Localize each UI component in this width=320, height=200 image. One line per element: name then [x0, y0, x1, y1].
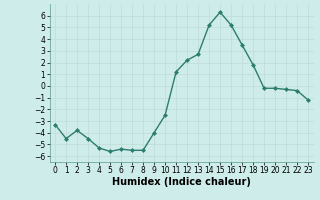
X-axis label: Humidex (Indice chaleur): Humidex (Indice chaleur): [112, 177, 251, 187]
